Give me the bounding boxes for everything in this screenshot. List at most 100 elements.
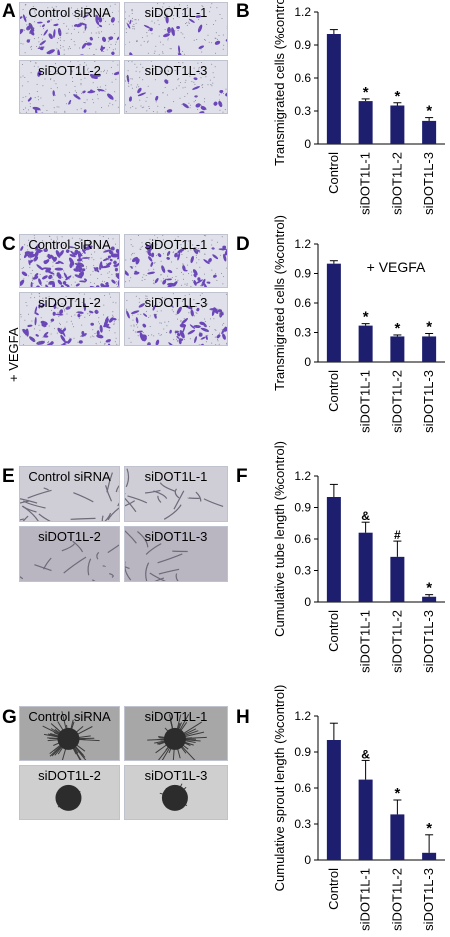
bar-sidot1l-2	[390, 814, 405, 860]
micrograph-label: Control siRNA	[28, 469, 111, 484]
y-tick-label: 0	[304, 595, 311, 609]
x-tick-label: siDOT1L-3	[421, 610, 436, 673]
y-tick-label: 0.3	[294, 104, 311, 118]
y-tick-label: 0	[304, 355, 311, 369]
panel-letter-a: A	[2, 1, 16, 22]
panel-letter-c: C	[2, 234, 16, 255]
significance-marker: *	[426, 318, 432, 335]
micrograph-label: siDOT1L-3	[144, 768, 208, 783]
bar-sidot1l-3	[422, 596, 437, 602]
y-tick-label: 0.6	[294, 296, 311, 310]
x-tick-label: Control	[326, 868, 341, 910]
bar-sidot1l-3	[422, 336, 437, 362]
y-tick-label: 0	[304, 853, 311, 867]
x-tick-label: siDOT1L-2	[389, 370, 404, 433]
bar-control	[326, 34, 341, 144]
bar-sidot1l-2	[390, 556, 405, 602]
panel-letter-g: G	[2, 707, 17, 728]
y-tick-label: 0.3	[294, 326, 311, 340]
x-tick-label: siDOT1L-2	[389, 152, 404, 215]
chart-sprout-length: 0 0.3 0.6 0.9 1.2 Cumulative sprout length (%…	[272, 685, 445, 931]
y-tick-label: 0.3	[294, 564, 311, 578]
y-tick-label: 0	[304, 137, 311, 151]
micrograph-a-1: Control siRNA	[19, 2, 120, 56]
micrograph-label: siDOT1L-3	[144, 63, 208, 78]
panel-letter-b: B	[236, 1, 250, 22]
y-tick-label: 0.9	[294, 501, 311, 515]
panel-letter-e: E	[2, 466, 15, 487]
micrograph-label: siDOT1L-1	[144, 237, 208, 252]
chart-annotation: + VEGFA	[367, 259, 426, 275]
x-tick-label: siDOT1L-3	[421, 868, 436, 931]
micrograph-label: Control siRNA	[28, 5, 111, 20]
bar-sidot1l-1	[358, 101, 373, 144]
micrograph-label: siDOT1L-2	[38, 63, 101, 78]
x-tick-label: siDOT1L-2	[389, 868, 404, 931]
panel-letter-f: F	[236, 466, 248, 487]
significance-marker: *	[394, 320, 400, 337]
x-tick-label: siDOT1L-1	[358, 152, 373, 215]
panel-letter-d: D	[236, 234, 250, 255]
x-tick-label: siDOT1L-3	[421, 152, 436, 215]
chart-tube-length: 0 0.3 0.6 0.9 1.2 Cumulative tube length (%co…	[272, 441, 445, 673]
y-tick-label: 0.6	[294, 71, 311, 85]
x-tick-label: Control	[326, 152, 341, 194]
y-axis-label: Transmigrated cells (%control)	[272, 215, 287, 391]
micrograph-e-3: siDOT1L-2	[19, 526, 120, 582]
bar-sidot1l-3	[422, 120, 437, 144]
micrograph-label: siDOT1L-2	[38, 768, 101, 783]
bar-control	[326, 263, 341, 362]
micrograph-label: Control siRNA	[28, 709, 111, 724]
micrograph-label: siDOT1L-1	[144, 5, 208, 20]
significance-marker: #	[394, 528, 401, 542]
x-tick-label: Control	[326, 610, 341, 652]
y-tick-label: 1.2	[294, 237, 311, 251]
x-tick-label: siDOT1L-1	[358, 610, 373, 673]
significance-marker: &	[361, 747, 370, 761]
bar-sidot1l-1	[358, 779, 373, 860]
significance-marker: *	[394, 88, 400, 105]
y-tick-label: 0.6	[294, 532, 311, 546]
micrograph-g-2: siDOT1L-1	[124, 706, 228, 761]
micrograph-label: siDOT1L-3	[144, 529, 208, 544]
significance-marker: *	[426, 820, 432, 837]
micrograph-label: siDOT1L-2	[38, 529, 101, 544]
y-tick-label: 0.9	[294, 267, 311, 281]
significance-marker: *	[426, 103, 432, 120]
x-tick-label: siDOT1L-1	[358, 370, 373, 433]
chart-transmigration: 0 0.3 0.6 0.9 1.2 Transmigrated cells (%contr…	[272, 0, 445, 215]
significance-marker: &	[361, 509, 370, 523]
x-tick-label: siDOT1L-2	[389, 610, 404, 673]
micrograph-e-2: siDOT1L-1	[124, 466, 228, 522]
bar-sidot1l-2	[390, 105, 405, 144]
micrograph-c-4: siDOT1L-3	[124, 292, 228, 346]
micrograph-c-1: Control siRNA	[19, 234, 120, 288]
bar-sidot1l-1	[358, 532, 373, 602]
x-tick-label: siDOT1L-1	[358, 868, 373, 931]
micrograph-g-4: siDOT1L-3	[124, 765, 228, 820]
significance-marker: *	[363, 309, 369, 326]
micrograph-label: siDOT1L-1	[144, 709, 208, 724]
x-tick-label: Control	[326, 370, 341, 412]
y-tick-label: 1.2	[294, 709, 311, 723]
y-axis-label: Transmigrated cells (%control)	[272, 0, 287, 166]
y-tick-label: 1.2	[294, 469, 311, 483]
y-tick-label: 0.9	[294, 745, 311, 759]
micrograph-c-3: siDOT1L-2	[19, 292, 120, 346]
micrograph-a-4: siDOT1L-3	[124, 60, 228, 114]
bar-sidot1l-1	[358, 325, 373, 362]
y-tick-label: 0.3	[294, 817, 311, 831]
x-tick-label: siDOT1L-3	[421, 370, 436, 433]
significance-marker: *	[426, 580, 432, 597]
bar-sidot1l-3	[422, 852, 437, 860]
bar-control	[326, 740, 341, 860]
panel-letter-h: H	[236, 707, 250, 728]
micrograph-g-3: siDOT1L-2	[19, 765, 120, 820]
y-tick-label: 1.2	[294, 5, 311, 19]
micrograph-label: siDOT1L-2	[38, 295, 101, 310]
y-tick-label: 0.9	[294, 38, 311, 52]
micrograph-c-2: siDOT1L-1	[124, 234, 228, 288]
micrograph-label: Control siRNA	[28, 237, 111, 252]
chart-transmigration-vegfa: 0 0.3 0.6 0.9 1.2 Transmigrated cells (%contr…	[272, 215, 445, 433]
significance-marker: *	[363, 84, 369, 101]
